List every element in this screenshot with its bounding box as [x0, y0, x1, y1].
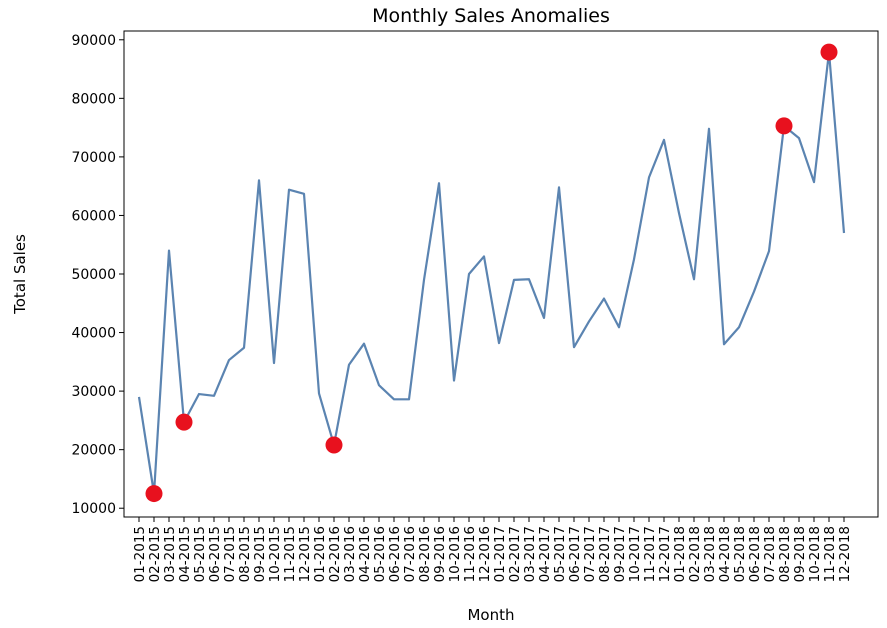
x-tick-label: 05-2017 — [552, 526, 568, 582]
x-tick-label: 03-2017 — [522, 526, 538, 582]
x-tick-label: 02-2018 — [687, 526, 703, 582]
x-tick-label: 10-2015 — [267, 526, 283, 582]
x-tick-label: 01-2017 — [492, 526, 508, 582]
x-tick-label: 12-2016 — [477, 526, 493, 582]
chart-title: Monthly Sales Anomalies — [372, 5, 610, 27]
anomaly-layer — [145, 43, 838, 503]
x-tick-label: 07-2015 — [222, 526, 238, 582]
y-tick-label: 30000 — [71, 384, 116, 400]
anomaly-point — [145, 485, 163, 503]
x-tick-label: 03-2018 — [702, 526, 718, 582]
x-tick-label: 01-2016 — [312, 526, 328, 582]
x-tick-label: 12-2017 — [657, 526, 673, 582]
x-tick-label: 11-2017 — [642, 526, 658, 582]
x-tick-label: 05-2018 — [732, 526, 748, 582]
y-tick-label: 40000 — [71, 326, 116, 342]
x-axis: 01-2015 02-2015 03-2015 04-2015 05-2015 06-20… — [132, 517, 853, 582]
x-tick-label: 12-2018 — [837, 526, 853, 582]
plot-frame — [123, 30, 879, 518]
x-tick-label: 03-2015 — [162, 526, 178, 582]
x-tick-label: 12-2015 — [297, 526, 313, 582]
x-axis-label: Month — [467, 606, 514, 624]
y-axis-label: Total Sales — [11, 234, 29, 315]
x-tick-label: 04-2015 — [177, 526, 193, 582]
y-tick-label: 50000 — [71, 267, 116, 283]
x-tick-label: 09-2016 — [432, 526, 448, 582]
x-tick-label: 08-2016 — [417, 526, 433, 582]
anomaly-point — [325, 436, 343, 454]
x-tick-label: 07-2016 — [402, 526, 418, 582]
x-tick-label: 11-2015 — [282, 526, 298, 582]
x-tick-label: 05-2016 — [372, 526, 388, 582]
sales-series-line — [137, 50, 846, 495]
x-tick-label: 06-2017 — [567, 526, 583, 582]
x-tick-label: 08-2017 — [597, 526, 613, 582]
anomaly-point — [775, 117, 793, 135]
x-tick-label: 05-2015 — [192, 526, 208, 582]
x-tick-label: 02-2015 — [147, 526, 163, 582]
x-tick-label: 11-2016 — [462, 526, 478, 582]
y-tick-label: 80000 — [71, 91, 116, 107]
x-tick-label: 02-2017 — [507, 526, 523, 582]
x-tick-label: 01-2018 — [672, 526, 688, 582]
x-tick-label: 06-2016 — [387, 526, 403, 582]
x-tick-label: 08-2018 — [777, 526, 793, 582]
x-tick-label: 09-2015 — [252, 526, 268, 582]
y-tick-label: 10000 — [71, 501, 116, 517]
anomaly-point — [820, 43, 838, 61]
x-tick-label: 11-2018 — [822, 526, 838, 582]
x-tick-label: 09-2017 — [612, 526, 628, 582]
x-tick-label: 06-2015 — [207, 526, 223, 582]
y-tick-label: 60000 — [71, 208, 116, 224]
x-tick-label: 07-2018 — [762, 526, 778, 582]
anomaly-point — [175, 413, 193, 431]
x-tick-label: 04-2016 — [357, 526, 373, 582]
series-layer — [137, 50, 846, 495]
x-tick-label: 04-2018 — [717, 526, 733, 582]
x-tick-label: 10-2016 — [447, 526, 463, 582]
y-tick-label: 70000 — [71, 150, 116, 166]
x-tick-label: 03-2016 — [342, 526, 358, 582]
x-tick-label: 02-2016 — [327, 526, 343, 582]
x-tick-label: 06-2018 — [747, 526, 763, 582]
x-tick-label: 10-2017 — [627, 526, 643, 582]
x-tick-label: 08-2015 — [237, 526, 253, 582]
x-tick-label: 01-2015 — [132, 526, 148, 582]
x-tick-label: 09-2018 — [792, 526, 808, 582]
y-tick-label: 90000 — [71, 33, 116, 49]
y-tick-label: 20000 — [71, 443, 116, 459]
x-tick-label: 07-2017 — [582, 526, 598, 582]
x-tick-label: 04-2017 — [537, 526, 553, 582]
y-axis: 10000 20000 30000 40000 50000 60000 70000 80000… — [71, 33, 124, 517]
x-tick-label: 10-2018 — [807, 526, 823, 582]
